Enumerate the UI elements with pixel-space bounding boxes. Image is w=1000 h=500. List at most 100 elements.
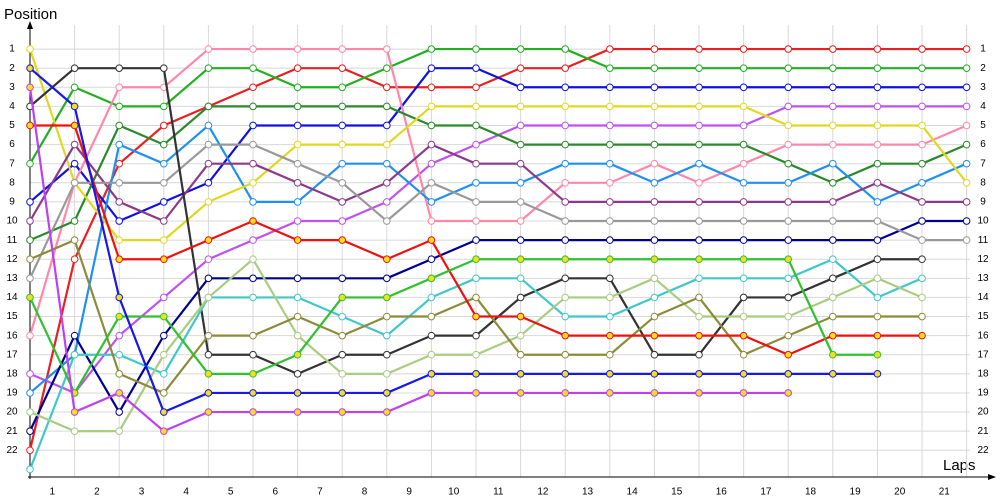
point xyxy=(829,255,837,264)
x-tick-label: 6 xyxy=(273,487,279,498)
point xyxy=(472,198,480,206)
point xyxy=(516,236,525,244)
point xyxy=(160,198,168,206)
point xyxy=(70,121,79,130)
point xyxy=(784,293,793,302)
point xyxy=(115,236,124,244)
point xyxy=(829,331,837,340)
point xyxy=(650,293,659,302)
y-tick-label: 7 xyxy=(9,158,15,169)
x-tick-label: 4 xyxy=(183,487,189,498)
point xyxy=(516,293,525,302)
point xyxy=(516,274,525,283)
point xyxy=(829,159,837,168)
point xyxy=(26,408,34,416)
point xyxy=(962,102,971,111)
y-tick-label-right: 4 xyxy=(980,101,986,112)
point xyxy=(739,140,748,149)
series-line xyxy=(29,47,967,165)
point xyxy=(383,274,391,283)
y-tick-label: 17 xyxy=(6,349,18,360)
point xyxy=(249,121,257,130)
point xyxy=(516,255,525,264)
point xyxy=(160,350,168,359)
point xyxy=(962,121,971,130)
series xyxy=(26,64,926,378)
point xyxy=(427,331,436,340)
point xyxy=(561,236,570,244)
y-tick-label: 21 xyxy=(6,426,18,437)
series xyxy=(26,140,971,283)
y-tick-label-right: 18 xyxy=(977,368,989,379)
point xyxy=(293,83,302,92)
point xyxy=(204,121,213,130)
point xyxy=(26,465,34,474)
point xyxy=(472,389,480,397)
point xyxy=(249,198,257,206)
point xyxy=(249,274,257,283)
point xyxy=(338,389,347,397)
x-tick-label: 14 xyxy=(627,487,639,498)
point xyxy=(695,102,703,111)
y-tick-label: 3 xyxy=(9,82,15,93)
point xyxy=(784,159,793,168)
point xyxy=(784,274,793,283)
point xyxy=(561,312,570,321)
y-tick-label: 18 xyxy=(6,368,18,379)
point xyxy=(472,64,480,72)
point xyxy=(472,274,480,283)
point xyxy=(829,178,837,187)
point xyxy=(249,408,257,416)
point xyxy=(472,121,480,130)
point xyxy=(784,45,793,53)
point xyxy=(516,45,525,53)
point xyxy=(962,178,971,187)
point xyxy=(650,140,659,149)
point xyxy=(115,293,124,302)
point xyxy=(650,274,659,283)
point xyxy=(26,389,34,397)
point xyxy=(70,102,79,111)
y-tick-label-right: 15 xyxy=(977,311,989,322)
point xyxy=(561,140,570,149)
point xyxy=(204,178,213,187)
point xyxy=(70,255,79,264)
point xyxy=(293,217,302,225)
point xyxy=(918,45,926,53)
point xyxy=(338,274,347,283)
point xyxy=(516,102,525,111)
x-tick-label: 11 xyxy=(493,487,504,498)
point xyxy=(338,83,347,92)
point xyxy=(115,64,124,72)
point xyxy=(784,389,793,397)
point xyxy=(873,293,882,302)
point xyxy=(561,45,570,53)
point xyxy=(26,64,34,72)
point xyxy=(472,159,480,168)
point xyxy=(873,312,882,321)
point xyxy=(115,159,124,168)
y-tick-label: 10 xyxy=(6,216,18,227)
point xyxy=(918,217,926,225)
point xyxy=(739,293,748,302)
x-tick-label: 15 xyxy=(671,487,683,498)
point xyxy=(338,217,347,225)
point xyxy=(472,350,480,359)
point xyxy=(249,236,257,244)
point xyxy=(338,236,347,244)
x-axis-title: Laps xyxy=(943,457,976,474)
point xyxy=(204,45,213,53)
point xyxy=(918,312,926,321)
point xyxy=(115,312,124,321)
x-tick-label: 9 xyxy=(406,487,412,498)
point xyxy=(739,312,748,321)
y-tick-label-right: 14 xyxy=(977,292,989,303)
point xyxy=(160,427,168,435)
point xyxy=(739,274,748,283)
point xyxy=(829,102,837,111)
point xyxy=(249,83,257,92)
point xyxy=(338,121,347,130)
point xyxy=(160,293,168,302)
series xyxy=(26,64,971,225)
